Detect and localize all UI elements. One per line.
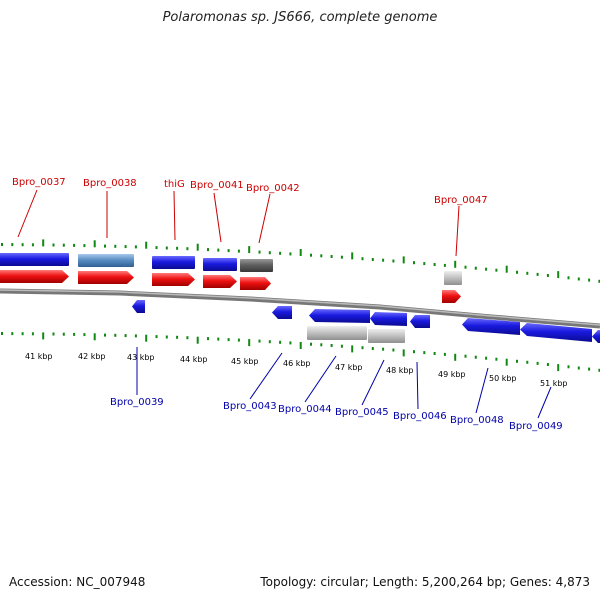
cds-arrow-bpro-0041[interactable]	[203, 275, 237, 288]
cds-arrow-bpro-0042[interactable]	[240, 277, 271, 290]
leader-line	[537, 386, 552, 419]
leader-line	[361, 359, 385, 406]
genome-backbone	[0, 288, 600, 329]
accession-text: Accession: NC_007948	[9, 575, 146, 589]
gene-label-bpro-0045[interactable]: Bpro_0045	[335, 407, 389, 418]
leader-line	[475, 367, 489, 414]
gene-arrow-bpro-0046[interactable]	[410, 315, 430, 328]
gene-arrow-bpro-0049[interactable]	[520, 323, 592, 342]
kbp-label: 49 kbp	[438, 370, 466, 379]
top-row-features	[0, 253, 462, 285]
reverse-gene-row	[132, 300, 600, 343]
kbp-label: 41 kbp	[25, 352, 53, 361]
gene-arrow-bpro-0043[interactable]	[272, 306, 292, 319]
gene-label-bpro-0037[interactable]: Bpro_0037	[12, 177, 66, 188]
leader-line	[258, 193, 271, 244]
feature-bpro-0044-grey[interactable]	[307, 326, 367, 340]
cds-arrow-bpro-0047[interactable]	[442, 290, 461, 303]
gene-label-bpro-0044[interactable]: Bpro_0044	[278, 404, 332, 415]
gene-label-bpro-0048[interactable]: Bpro_0048	[450, 415, 504, 426]
feature-bpro-0037[interactable]	[0, 253, 69, 266]
reverse-misc-row	[307, 326, 405, 343]
top-gene-labels: Bpro_0037 Bpro_0038 thiG Bpro_0041 Bpro_…	[12, 177, 488, 257]
feature-thig[interactable]	[152, 256, 195, 269]
feature-bpro-0047[interactable]	[444, 271, 462, 285]
kbp-label: 51 kbp	[540, 379, 568, 388]
leader-line	[455, 205, 460, 257]
feature-bpro-0041[interactable]	[203, 258, 237, 271]
genome-backbone-highlight	[0, 289, 600, 326]
cds-arrow-thig[interactable]	[152, 273, 195, 286]
gene-label-bpro-0049[interactable]: Bpro_0049	[509, 421, 563, 432]
gene-label-bpro-0041[interactable]: Bpro_0041	[190, 180, 244, 191]
gene-label-bpro-0038[interactable]: Bpro_0038	[83, 178, 137, 189]
kbp-axis-labels: 41 kbp 42 kbp 43 kbp 44 kbp 45 kbp 46 kb…	[25, 352, 568, 388]
gene-label-bpro-0043[interactable]: Bpro_0043	[223, 401, 277, 412]
feature-bpro-0038[interactable]	[78, 254, 134, 267]
kbp-label: 45 kbp	[231, 357, 259, 366]
upper-tick-rail	[1, 239, 600, 283]
kbp-label: 50 kbp	[489, 374, 517, 383]
feature-bpro-0045-grey[interactable]	[368, 329, 405, 343]
forward-cds-row	[0, 270, 461, 303]
gene-arrow-bpro-0048[interactable]	[462, 318, 520, 335]
genome-summary-text: Topology: circular; Length: 5,200,264 bp…	[260, 575, 590, 589]
gene-arrow-bpro-0044[interactable]	[309, 309, 370, 323]
kbp-label: 48 kbp	[386, 366, 414, 375]
gene-arrow-edge[interactable]	[592, 330, 600, 343]
gene-label-bpro-0046[interactable]: Bpro_0046	[393, 411, 447, 422]
leader-line	[213, 192, 222, 243]
leader-line	[249, 352, 283, 400]
leader-line	[304, 355, 337, 403]
leader-line	[17, 189, 38, 238]
bottom-gene-labels: Bpro_0039 Bpro_0043 Bpro_0044 Bpro_0045 …	[110, 347, 563, 432]
map-title: Polaromonas sp. JS666, complete genome	[162, 10, 438, 25]
lower-tick-rail	[1, 332, 600, 372]
cds-arrow-bpro-0038[interactable]	[78, 271, 134, 284]
kbp-label: 43 kbp	[127, 353, 155, 362]
gene-label-bpro-0047[interactable]: Bpro_0047	[434, 195, 488, 206]
gene-arrow-bpro-0039[interactable]	[132, 300, 145, 313]
kbp-label: 44 kbp	[180, 355, 208, 364]
gene-label-thig[interactable]: thiG	[164, 179, 185, 190]
kbp-label: 42 kbp	[78, 352, 106, 361]
leader-line	[416, 361, 419, 410]
gene-arrow-bpro-0045[interactable]	[370, 312, 407, 326]
cds-arrow-bpro-0037[interactable]	[0, 270, 69, 283]
kbp-label: 46 kbp	[283, 359, 311, 368]
gene-label-bpro-0039[interactable]: Bpro_0039	[110, 397, 164, 408]
feature-bpro-0042[interactable]	[240, 259, 273, 272]
gene-label-bpro-0042[interactable]: Bpro_0042	[246, 183, 300, 194]
kbp-label: 47 kbp	[335, 363, 363, 372]
leader-line	[173, 190, 176, 241]
